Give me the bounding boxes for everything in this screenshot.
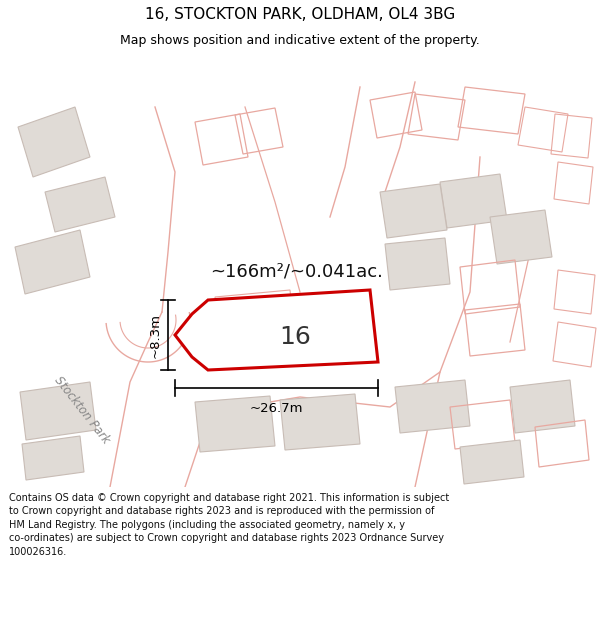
Polygon shape xyxy=(460,440,524,484)
Text: Map shows position and indicative extent of the property.: Map shows position and indicative extent… xyxy=(120,34,480,47)
Text: ~26.7m: ~26.7m xyxy=(250,402,303,415)
Polygon shape xyxy=(385,238,450,290)
Polygon shape xyxy=(490,210,552,264)
Text: Stockton Park: Stockton Park xyxy=(52,374,112,446)
Polygon shape xyxy=(380,184,447,238)
Polygon shape xyxy=(15,230,90,294)
Polygon shape xyxy=(440,174,507,228)
Text: 16, STOCKTON PARK, OLDHAM, OL4 3BG: 16, STOCKTON PARK, OLDHAM, OL4 3BG xyxy=(145,7,455,22)
Polygon shape xyxy=(510,380,575,433)
Polygon shape xyxy=(45,177,115,232)
Text: Contains OS data © Crown copyright and database right 2021. This information is : Contains OS data © Crown copyright and d… xyxy=(9,492,449,557)
Text: ~166m²/~0.041ac.: ~166m²/~0.041ac. xyxy=(210,262,383,280)
Polygon shape xyxy=(395,380,470,433)
Polygon shape xyxy=(22,436,84,480)
Polygon shape xyxy=(175,290,378,370)
Text: ~8.3m: ~8.3m xyxy=(149,312,162,358)
Polygon shape xyxy=(20,382,96,440)
Text: 16: 16 xyxy=(279,325,311,349)
Polygon shape xyxy=(195,396,275,452)
Polygon shape xyxy=(280,394,360,450)
Polygon shape xyxy=(18,107,90,177)
